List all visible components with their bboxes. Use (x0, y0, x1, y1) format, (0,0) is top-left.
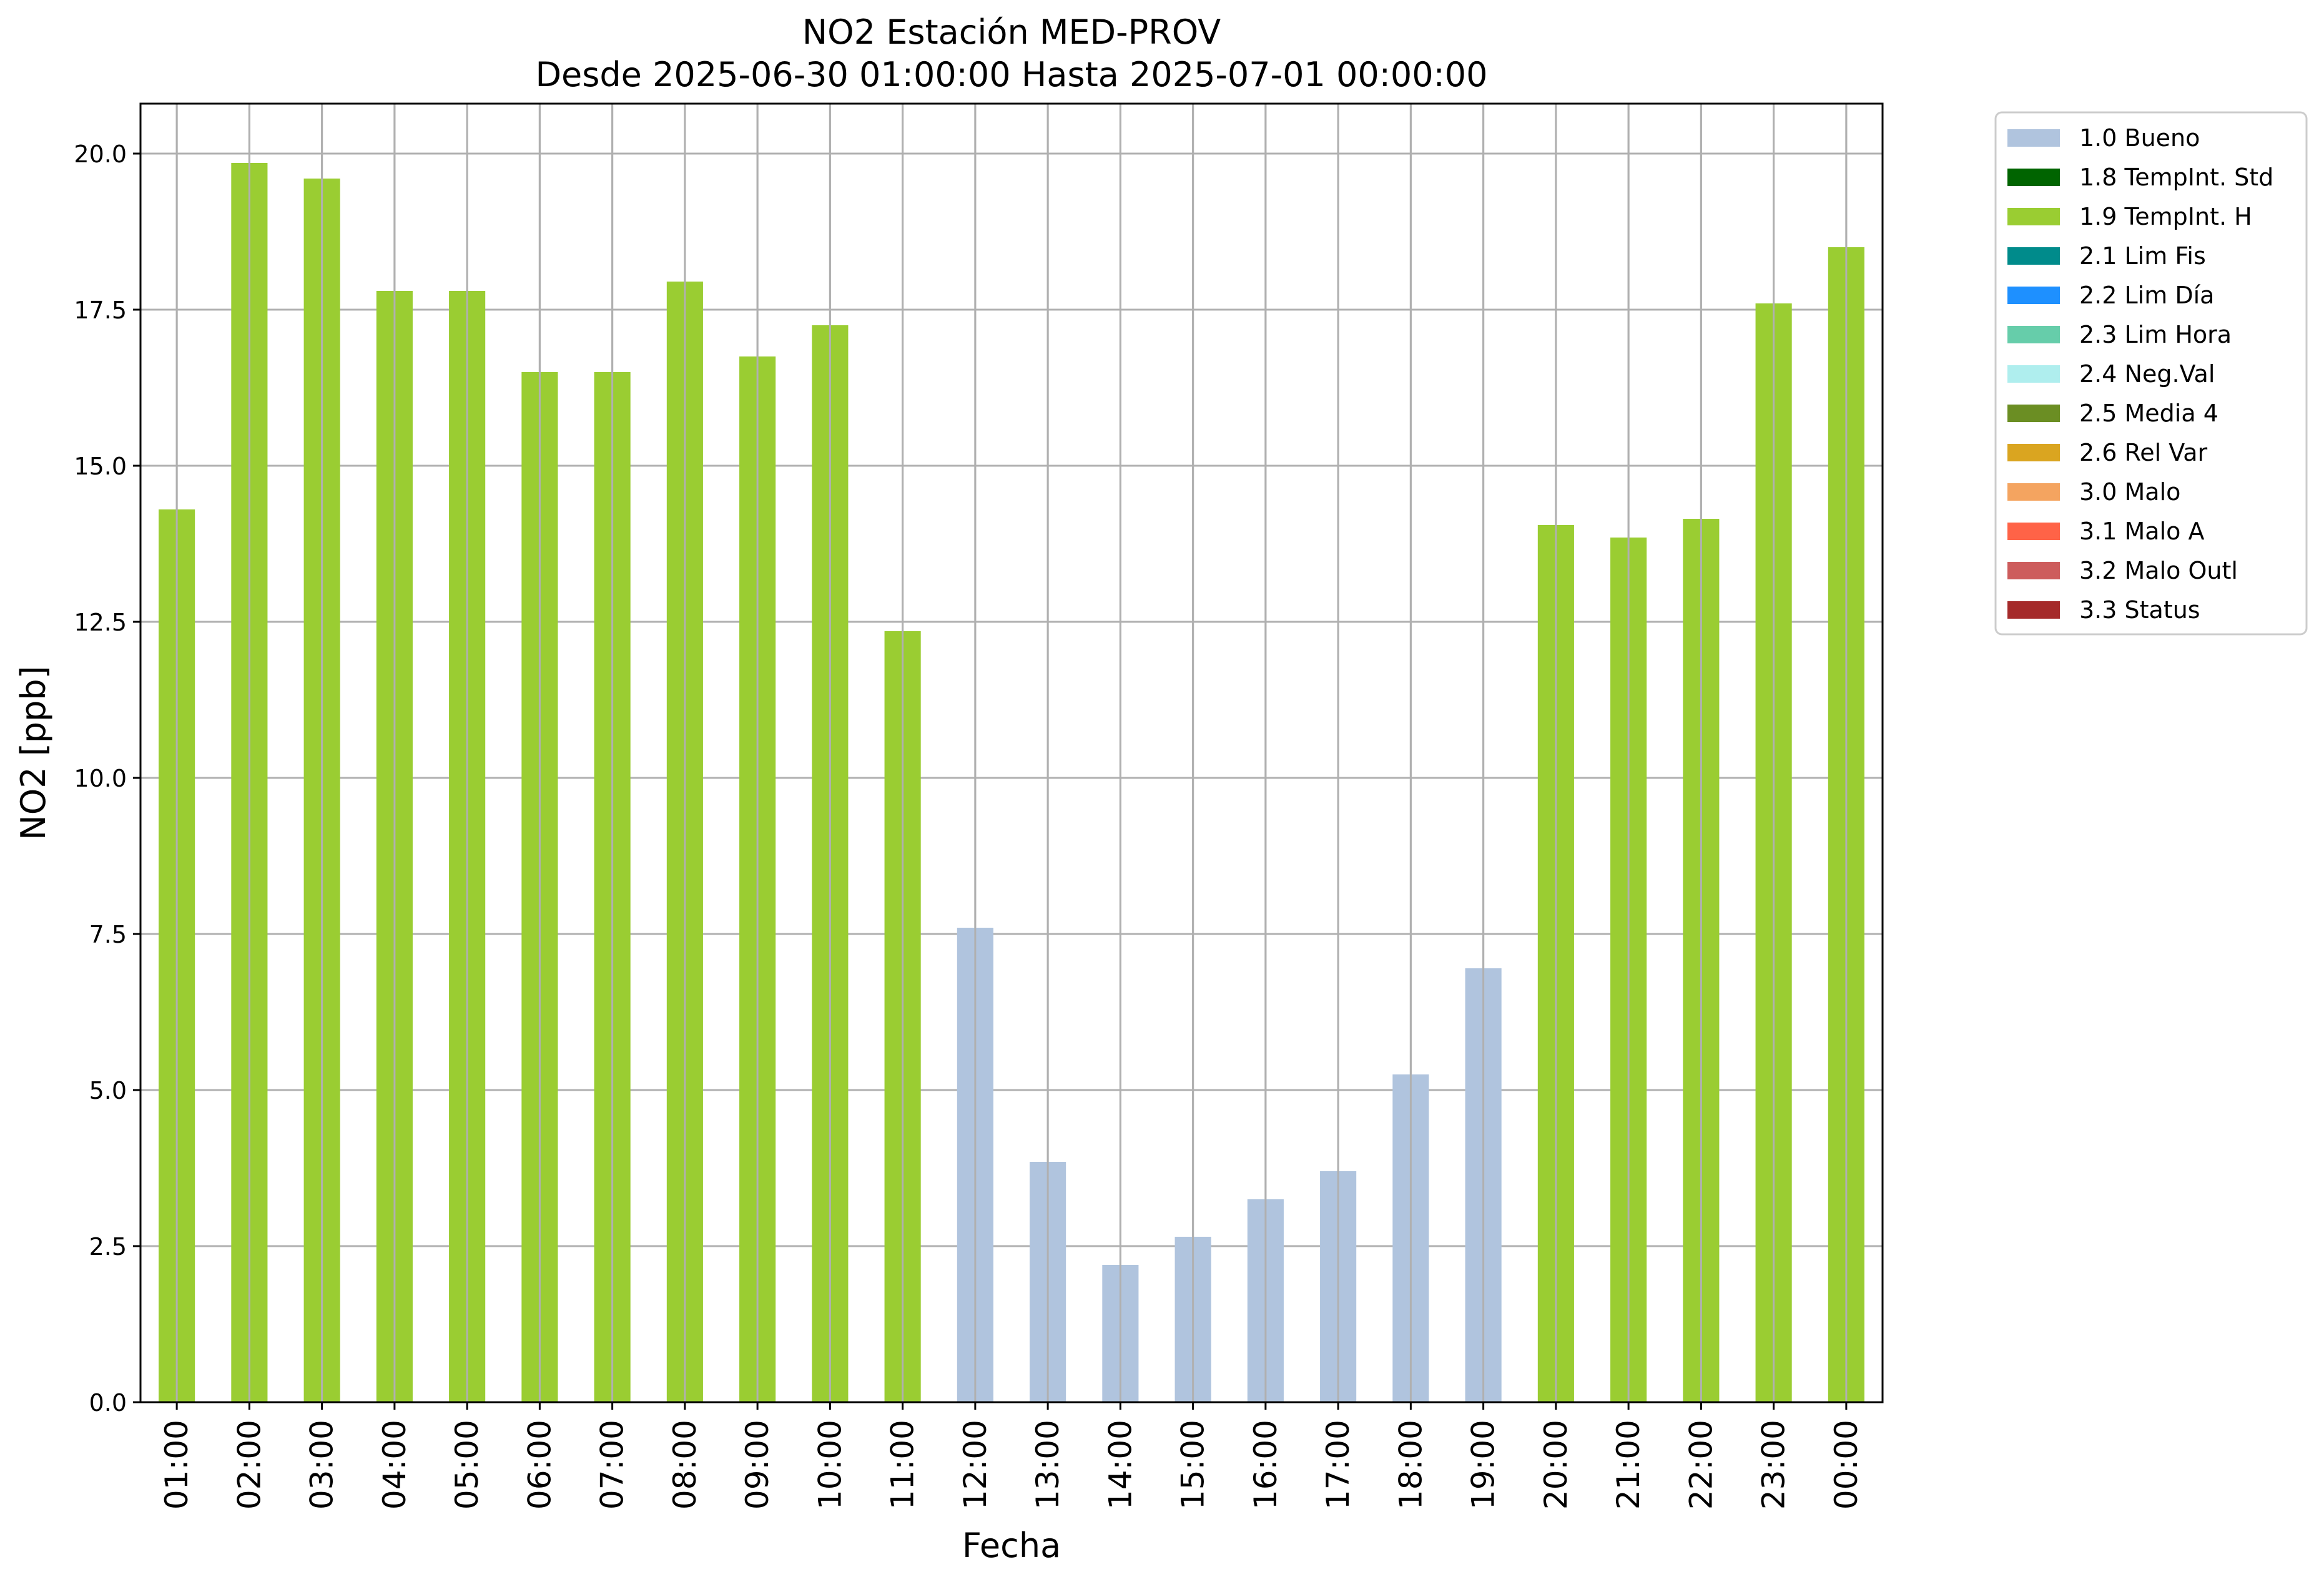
legend-swatch (2007, 365, 2060, 383)
legend-swatch (2007, 287, 2060, 304)
y-axis-label: NO2 [ppb] (14, 666, 53, 840)
x-tick-label: 01:00 (159, 1420, 195, 1510)
legend-swatch (2007, 601, 2060, 619)
legend-swatch (2007, 247, 2060, 265)
y-tick-label: 7.5 (89, 921, 127, 948)
x-tick-label: 11:00 (885, 1420, 921, 1510)
legend-swatch (2007, 483, 2060, 501)
legend-swatch (2007, 169, 2060, 186)
legend-swatch (2007, 405, 2060, 422)
x-tick-label: 10:00 (812, 1420, 848, 1510)
y-tick-label: 5.0 (89, 1077, 127, 1104)
legend-label: 2.1 Lim Fis (2079, 242, 2206, 270)
legend-swatch (2007, 129, 2060, 147)
legend-label: 2.2 Lim Día (2079, 282, 2214, 309)
x-axis-label: Fecha (962, 1526, 1061, 1565)
y-tick-label: 0.0 (89, 1389, 127, 1417)
x-tick-label: 08:00 (667, 1420, 703, 1510)
legend-label: 3.1 Malo A (2079, 518, 2204, 545)
legend-label: 2.6 Rel Var (2079, 439, 2208, 466)
y-tick-label: 15.0 (74, 453, 127, 480)
y-axis: 0.0 2.5 5.0 7.5 10.0 12.5 15.0 17.5 20.0 (74, 140, 140, 1417)
x-tick-label: 03:00 (304, 1420, 340, 1510)
y-tick-label: 17.5 (74, 297, 127, 324)
legend-label: 3.2 Malo Outl (2079, 557, 2238, 584)
legend-label: 1.0 Bueno (2079, 124, 2200, 152)
x-tick-label: 16:00 (1248, 1420, 1284, 1510)
legend-label: 1.9 TempInt. H (2079, 203, 2252, 230)
x-tick-label: 15:00 (1175, 1420, 1211, 1510)
legend-label: 2.3 Lim Hora (2079, 321, 2232, 348)
x-tick-label: 18:00 (1392, 1420, 1429, 1510)
x-tick-label: 23:00 (1756, 1420, 1792, 1510)
legend-label: 3.3 Status (2079, 596, 2200, 624)
x-tick-label: 14:00 (1102, 1420, 1138, 1510)
plot-frame (139, 102, 1884, 1403)
legend-swatch (2007, 523, 2060, 540)
legend-swatch (2007, 562, 2060, 579)
legend-label: 1.8 TempInt. Std (2079, 164, 2273, 191)
x-tick-label: 07:00 (594, 1420, 631, 1510)
x-tick-label: 12:00 (957, 1420, 993, 1510)
x-tick-label: 05:00 (449, 1420, 485, 1510)
chart-title: NO2 Estación MED-PROV (802, 12, 1221, 52)
y-tick-label: 10.0 (74, 765, 127, 792)
x-tick-label: 21:00 (1610, 1420, 1647, 1510)
x-axis: 01:00 02:00 03:00 04:00 05:00 06:00 07:00 08:00… (159, 1402, 1864, 1510)
legend-label: 2.5 Media 4 (2079, 400, 2218, 427)
x-tick-label: 09:00 (739, 1420, 775, 1510)
legend-swatch (2007, 326, 2060, 343)
x-tick-label: 06:00 (521, 1420, 558, 1510)
x-tick-label: 19:00 (1465, 1420, 1502, 1510)
legend-frame (1994, 111, 2308, 636)
x-tick-label: 04:00 (377, 1420, 413, 1510)
x-tick-label: 02:00 (231, 1420, 267, 1510)
y-tick-label: 2.5 (89, 1233, 127, 1260)
bars (159, 104, 1864, 1402)
legend-label: 3.0 Malo (2079, 478, 2180, 506)
x-tick-label: 22:00 (1683, 1420, 1719, 1510)
x-tick-label: 13:00 (1030, 1420, 1066, 1510)
legend-label: 2.4 Neg.Val (2079, 360, 2215, 388)
chart-subtitle: Desde 2025-06-30 01:00:00 Hasta 2025-07-… (535, 55, 1487, 94)
x-tick-label: 20:00 (1538, 1420, 1574, 1510)
y-tick-label: 20.0 (74, 140, 127, 168)
legend-swatch (2007, 444, 2060, 461)
x-tick-label: 17:00 (1320, 1420, 1356, 1510)
legend-swatch (2007, 208, 2060, 225)
y-tick-label: 12.5 (74, 609, 127, 636)
legend: 1.0 Bueno 1.8 TempInt. Std 1.9 TempInt. H 2… (1994, 111, 2308, 636)
x-tick-label: 00:00 (1828, 1420, 1864, 1510)
